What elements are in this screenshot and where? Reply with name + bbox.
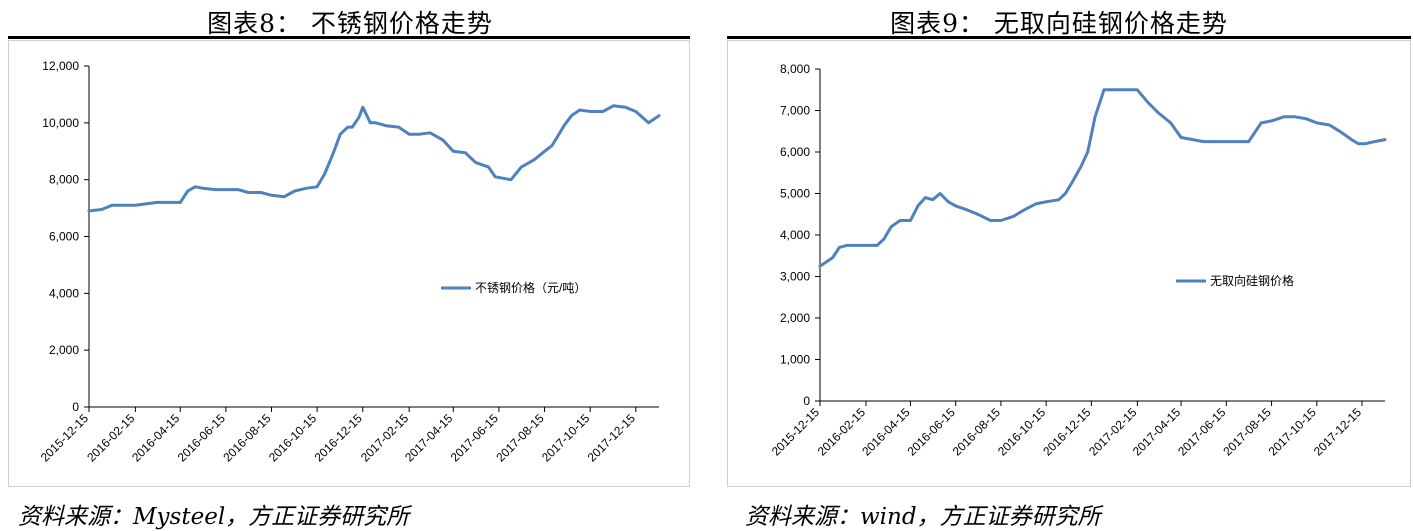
x-tick-label: 2017-08-15	[493, 411, 547, 465]
price-series-line	[818, 88, 1387, 268]
x-tick-label: 2015-12-15	[38, 411, 92, 465]
x-tick-label: 2016-12-15	[312, 411, 366, 465]
x-tick-label: 2016-08-15	[950, 405, 1004, 459]
x-tick-label: 2017-10-15	[539, 411, 593, 465]
silicon-steel-price-chart: 0 1,000 2,000 3,000 4,000 5,000 6,000 7,000 8,00…	[769, 62, 1387, 459]
x-tick-label: 2016-06-15	[905, 405, 959, 459]
title-rule	[727, 36, 1411, 39]
x-tick-label: 2017-04-15	[1130, 405, 1184, 459]
x-tick-label: 2016-04-15	[129, 411, 183, 465]
x-tick-label: 2015-12-15	[769, 405, 823, 459]
y-tick-label: 3,000	[780, 270, 810, 284]
y-tick-label: 2,000	[49, 343, 79, 357]
x-tick-label: 2016-04-15	[859, 405, 913, 459]
legend-label: 无取向硅钢价格	[1210, 273, 1294, 288]
x-tick-label: 2017-12-15	[1311, 405, 1365, 459]
chart-frame: 0 1,000 2,000 3,000 4,000 5,000 6,000 7,000 8,00…	[727, 40, 1411, 487]
chart-frame: 0 2,000 4,000 6,000 8,000 10,000 12,000 2015-12…	[8, 40, 690, 487]
y-tick-label: 10,000	[42, 116, 79, 130]
y-tick-label: 4,000	[49, 286, 79, 300]
x-tick-label: 2017-06-15	[1175, 405, 1229, 459]
y-tick-label: 6,000	[49, 230, 79, 244]
source-note: 资料来源：Mysteel，方正证券研究所	[18, 504, 410, 530]
x-tick-label: 2017-12-15	[585, 411, 639, 465]
left-figure-panel: 图表8： 不锈钢价格走势 0 2,000 4,000 6,000 8,000 10,000…	[0, 0, 700, 530]
x-tick-label: 2016-06-15	[175, 411, 229, 465]
y-tick-label: 7,000	[780, 104, 810, 118]
x-tick-label: 2017-04-15	[402, 411, 456, 465]
figure-title: 图表8： 不锈钢价格走势	[207, 9, 493, 38]
x-tick-label: 2017-10-15	[1266, 405, 1320, 459]
y-tick-label: 2,000	[780, 311, 810, 325]
figure-title: 图表9： 无取向硅钢价格走势	[890, 9, 1228, 38]
y-tick-label: 0	[803, 394, 810, 408]
title-rule	[8, 36, 690, 39]
legend-label: 不锈钢价格（元/吨）	[475, 280, 586, 295]
y-tick-label: 6,000	[780, 145, 810, 159]
y-tick-label: 0	[72, 400, 79, 414]
x-tick-label: 2016-10-15	[266, 411, 320, 465]
stainless-steel-price-chart: 0 2,000 4,000 6,000 8,000 10,000 12,000 2015-12…	[38, 59, 661, 465]
x-tick-label: 2017-08-15	[1220, 405, 1274, 459]
x-tick-label: 2017-06-15	[448, 411, 502, 465]
y-tick-label: 8,000	[49, 173, 79, 187]
y-tick-label: 4,000	[780, 228, 810, 242]
price-series-line	[87, 104, 661, 213]
x-tick-label: 2016-10-15	[995, 405, 1049, 459]
y-tick-label: 8,000	[780, 62, 810, 76]
source-note: 资料来源：wind，方正证券研究所	[745, 504, 1101, 530]
y-tick-label: 12,000	[42, 59, 79, 73]
x-tick-label: 2016-12-15	[1040, 405, 1094, 459]
y-tick-label: 1,000	[780, 353, 810, 367]
x-tick-label: 2016-08-15	[220, 411, 274, 465]
y-tick-label: 5,000	[780, 187, 810, 201]
right-figure-panel: 图表9： 无取向硅钢价格走势 0 1,000 2,000 3,000 4,000 5,00…	[705, 0, 1413, 530]
